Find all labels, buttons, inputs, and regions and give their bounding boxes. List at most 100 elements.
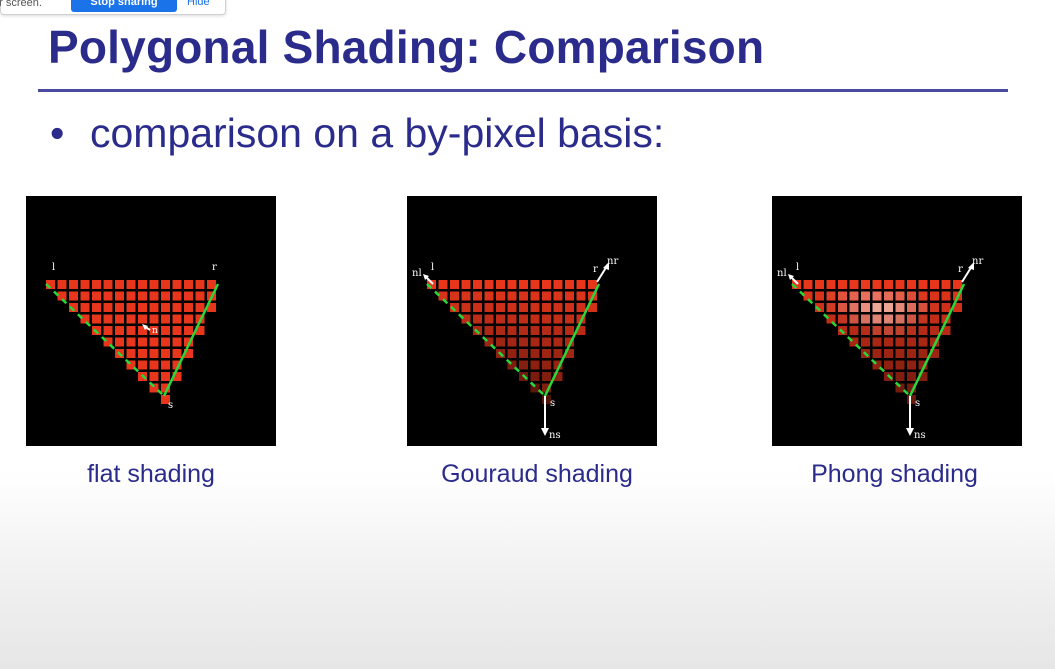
pixel-cell (542, 326, 551, 335)
pixel-cell (884, 349, 893, 358)
pixel-cell (553, 372, 563, 381)
normal-arrowhead-left (788, 274, 794, 280)
pixel-cell (161, 303, 170, 312)
pixel-cell (172, 291, 182, 301)
pixel-cell (103, 314, 113, 324)
normal-label-ns: ns (914, 430, 926, 441)
pixel-cell (930, 349, 939, 358)
pixel-cell (872, 360, 882, 370)
pixel-cell (884, 280, 893, 289)
pixel-cell (507, 326, 517, 335)
pixel-cell (849, 314, 859, 324)
pixel-cell (103, 303, 113, 312)
pixel-cell (553, 303, 563, 312)
bullet-item: • comparison on a by-pixel basis: (50, 110, 664, 157)
stop-sharing-button[interactable]: Stop sharing (71, 0, 177, 12)
pixel-cell (172, 314, 182, 324)
pixel-cell (792, 280, 801, 289)
pixel-cell (849, 280, 859, 289)
pixel-cell (941, 326, 951, 335)
bullet-dot: • (50, 110, 65, 156)
pixel-cell (161, 326, 170, 335)
pixel-cell (849, 303, 859, 312)
pixel-cell (530, 326, 540, 335)
share-message: ur screen. (0, 0, 42, 9)
pixel-cell (907, 349, 916, 358)
pixel-cell (92, 280, 101, 289)
pixel-cell (161, 337, 170, 347)
gouraud-shading-figure: nl l r nr s ns (407, 196, 657, 446)
pixel-cell (884, 360, 893, 370)
phong-shading-figure: nl l r nr s ns (772, 196, 1022, 446)
pixel-cell (115, 303, 124, 312)
pixel-cell (872, 314, 882, 324)
pixel-cell (907, 383, 916, 393)
pixel-cell (838, 314, 847, 324)
pixel-cell (565, 349, 574, 358)
caption-flat-shading: flat shading (87, 460, 215, 488)
pixel-cell (80, 303, 90, 312)
pixel-cell (484, 326, 494, 335)
pixel-cell (530, 280, 540, 289)
pixel-cell (484, 291, 494, 301)
pixel-cell (530, 303, 540, 312)
pixel-cell (872, 326, 882, 335)
pixel-cell (530, 383, 540, 393)
pixel-cell (149, 383, 159, 393)
pixel-cell (161, 291, 170, 301)
pixel-cell (519, 314, 528, 324)
pixel-cell (884, 326, 893, 335)
pixel-cell (450, 280, 459, 289)
bullet-text: comparison on a by-pixel basis: (90, 110, 665, 156)
pixel-cell (103, 291, 113, 301)
pixel-cell (69, 291, 78, 301)
pixel-cell (553, 280, 563, 289)
pixel-cell (530, 372, 540, 381)
pixel-cell (895, 372, 905, 381)
pixel-cell (519, 291, 528, 301)
pixel-cell (57, 280, 67, 289)
pixel-cell (507, 360, 517, 370)
pixel-cell (930, 291, 939, 301)
pixel-cell (138, 360, 147, 370)
pixel-cell (172, 326, 182, 335)
pixel-cell (507, 337, 517, 347)
flat-shading-figure: l r s n (26, 196, 276, 446)
pixel-cell (184, 326, 193, 335)
vertex-label-s: s (550, 398, 555, 409)
pixel-cell (149, 372, 159, 381)
pixel-cell (918, 303, 928, 312)
pixel-cell (195, 291, 205, 301)
pixel-cell (126, 291, 136, 301)
pixel-cell (115, 291, 124, 301)
pixel-cell (907, 395, 916, 404)
hide-share-bar-link[interactable]: Hide (187, 0, 210, 8)
pixel-cell (69, 303, 78, 312)
pixel-cell (815, 291, 824, 301)
pixel-cell (484, 303, 494, 312)
pixel-cell (184, 280, 193, 289)
flat-shading-svg: l r s n (45, 262, 220, 411)
vertex-label-s: s (915, 398, 920, 409)
pixel-cell (473, 314, 482, 324)
pixel-cell (195, 326, 205, 335)
pixel-cell (553, 360, 563, 370)
pixel-cell (461, 314, 471, 324)
pixel-cell (195, 303, 205, 312)
pixel-cell (115, 314, 124, 324)
pixel-cell (895, 337, 905, 347)
pixel-cell (861, 314, 870, 324)
pixel-cell (930, 337, 939, 347)
pixel-cell (496, 337, 505, 347)
pixel-cell (907, 337, 916, 347)
pixel-cell (907, 280, 916, 289)
pixel-cell (895, 280, 905, 289)
pixel-cell (803, 291, 813, 301)
pixel-cell (918, 337, 928, 347)
pixel-cell (149, 326, 159, 335)
normal-label-nl: nl (777, 268, 787, 279)
pixel-cell (565, 326, 574, 335)
pixel-cell (473, 303, 482, 312)
pixel-cell (507, 349, 517, 358)
pixel-cell (826, 314, 836, 324)
